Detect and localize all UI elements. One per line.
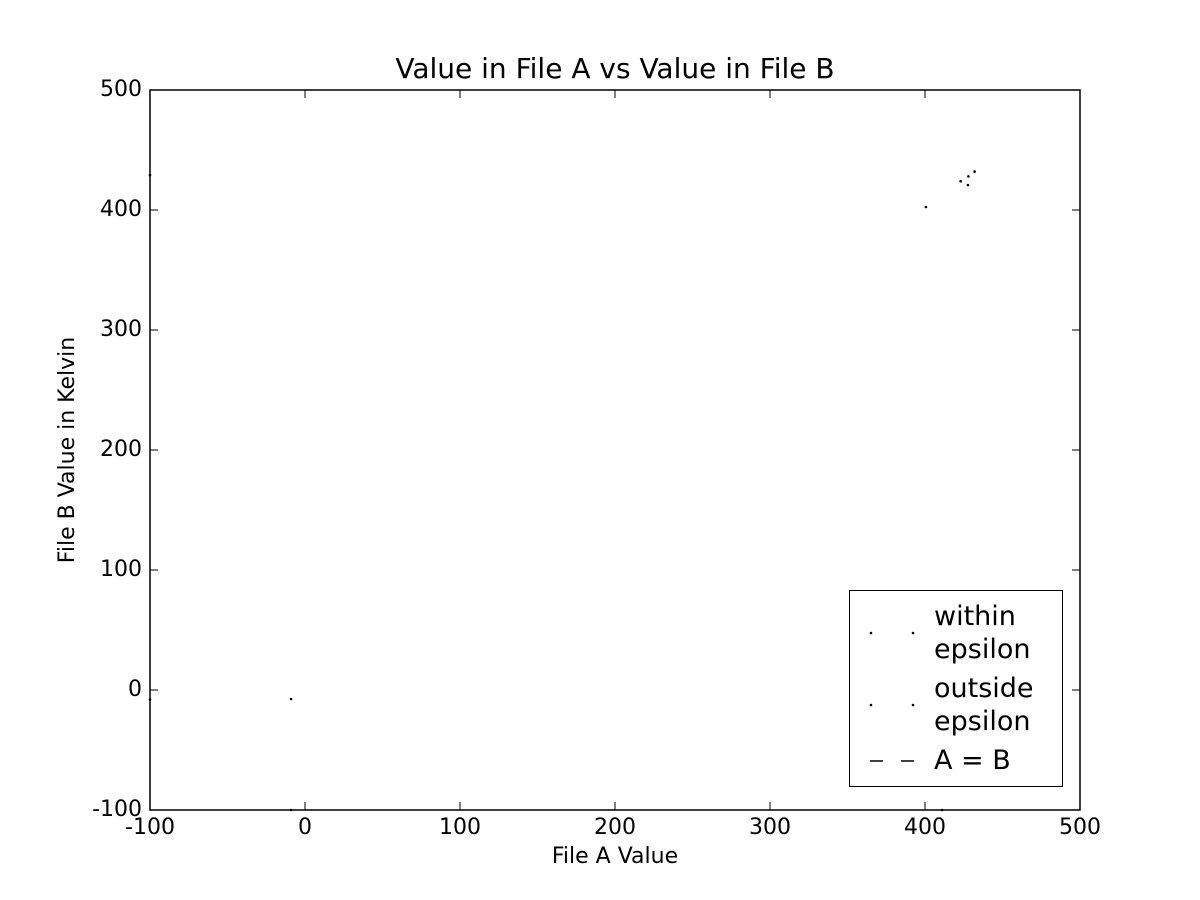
legend-label: A = B: [934, 745, 1011, 776]
legend-dot: [911, 631, 915, 635]
point: [924, 205, 928, 209]
point: [966, 183, 970, 187]
x-tick-label: 100: [439, 815, 481, 840]
y-axis-label: File B Value in Kelvin: [55, 337, 80, 563]
legend-dot: [869, 703, 873, 707]
legend-marker: [870, 759, 914, 762]
chart-title: Value in File A vs Value in File B: [395, 52, 834, 85]
x-tick-label: 400: [904, 815, 946, 840]
point: [973, 170, 976, 173]
x-tick-label: 0: [298, 815, 312, 840]
legend: within epsilon outside epsilon A = B: [849, 590, 1063, 787]
legend-dot: [869, 631, 873, 635]
point: [289, 697, 293, 701]
y-tick-label: 500: [100, 77, 142, 102]
x-axis-label: File A Value: [552, 844, 678, 869]
legend-item: A = B: [850, 741, 1062, 780]
legend-label: outside epsilon: [934, 673, 1034, 737]
y-tick-label: 200: [100, 437, 142, 462]
x-tick-label: -100: [125, 815, 175, 840]
y-tick-label: 300: [100, 317, 142, 342]
x-tick-label: 500: [1059, 815, 1101, 840]
y-tick-label: 0: [128, 677, 142, 702]
x-tick-label: 200: [594, 815, 636, 840]
legend-dot: [911, 703, 915, 707]
legend-marker: [869, 631, 915, 635]
point: [959, 179, 962, 183]
legend-marker: [869, 703, 915, 707]
point: [967, 175, 970, 178]
legend-item: outside epsilon: [850, 669, 1062, 741]
legend-label: within epsilon: [934, 601, 1031, 665]
y-tick-label: -100: [92, 797, 142, 822]
y-tick-label: 100: [100, 557, 142, 582]
y-tick-label: 400: [100, 197, 142, 222]
x-tick-label: 300: [749, 815, 791, 840]
legend-item: within epsilon: [850, 597, 1062, 669]
plot-frame: [149, 89, 1081, 811]
